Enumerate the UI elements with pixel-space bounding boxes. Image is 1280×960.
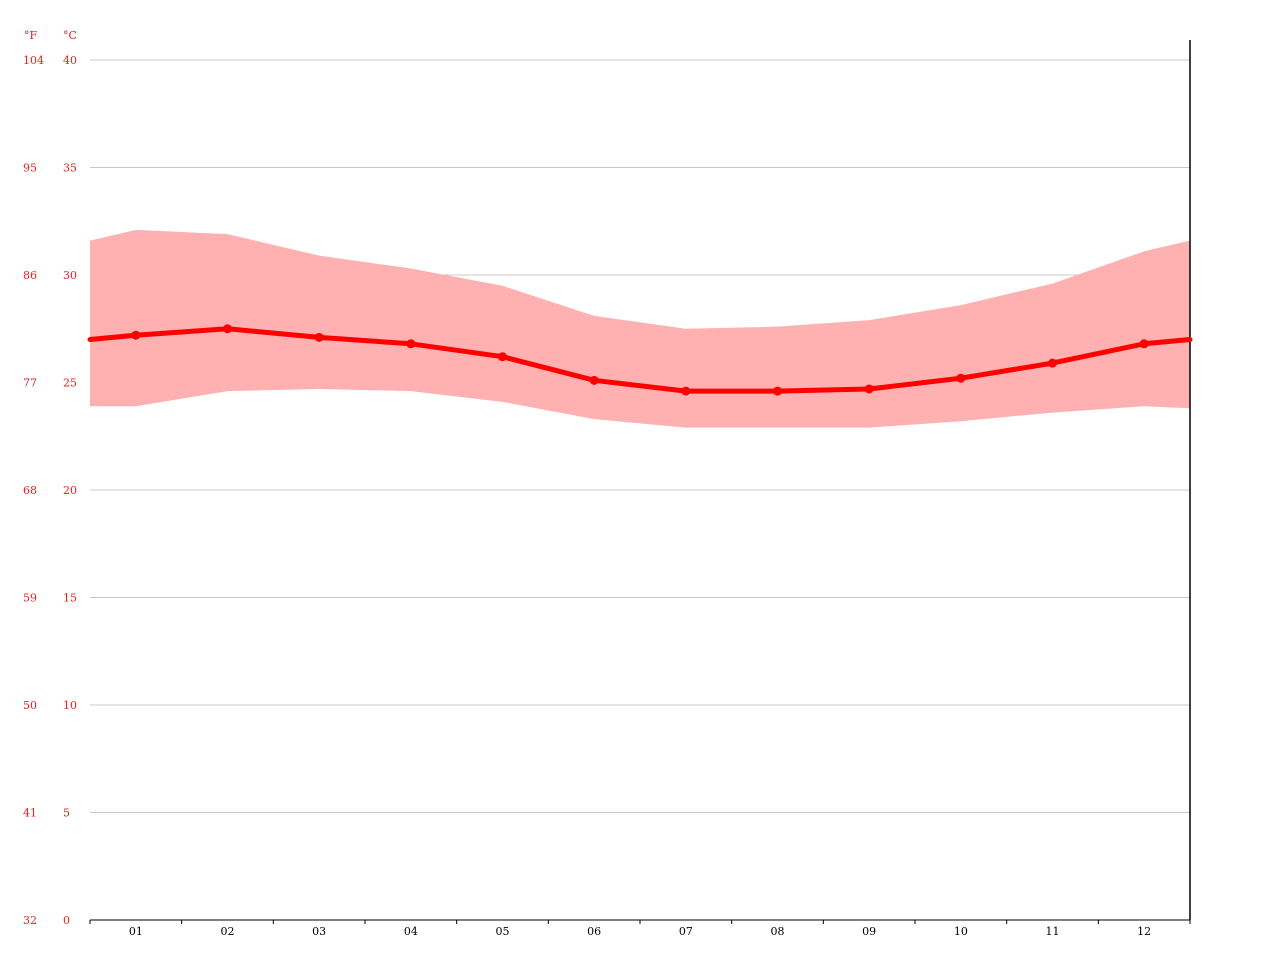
- data-point: [131, 330, 141, 340]
- x-tick-label: 04: [404, 925, 418, 938]
- data-point: [956, 373, 966, 383]
- data-point: [406, 339, 416, 349]
- x-tick-label: 02: [221, 925, 235, 938]
- x-tick-label: 10: [954, 925, 968, 938]
- x-tick-label: 05: [496, 925, 510, 938]
- data-point: [589, 375, 599, 385]
- grid-lines: [90, 59, 1190, 813]
- y-tick-label-celsius: 40: [63, 54, 77, 67]
- data-point: [773, 386, 782, 396]
- data-point: [314, 332, 324, 342]
- y-tick-label-fahrenheit: 59: [23, 592, 37, 605]
- y-tick-label-fahrenheit: 95: [23, 162, 37, 175]
- y-tick-label-fahrenheit: 68: [23, 484, 37, 497]
- y-tick-label-celsius: 5: [63, 807, 70, 820]
- y-tick-label-fahrenheit: 86: [23, 269, 37, 282]
- axes: [89, 40, 1191, 924]
- y-tick-label-fahrenheit: 77: [23, 377, 37, 390]
- x-tick-label: 11: [1046, 925, 1060, 938]
- x-tick-label: 06: [587, 925, 601, 938]
- x-tick-label: 08: [771, 925, 785, 938]
- y-tick-label-fahrenheit: 32: [23, 914, 37, 927]
- average-temperature-line: [87, 324, 1193, 396]
- temperature-range-area: [90, 229, 1190, 428]
- y-tick-label-celsius: 25: [63, 377, 77, 390]
- fahrenheit-unit-label: °F: [24, 29, 38, 42]
- data-point: [1139, 339, 1149, 349]
- average-temperature-polyline: [87, 326, 1193, 394]
- x-tick-label: 01: [129, 925, 143, 938]
- y-tick-label-celsius: 0: [63, 914, 70, 927]
- x-tick-label: 07: [679, 925, 693, 938]
- y-tick-label-celsius: 15: [63, 592, 77, 605]
- x-tick-label: 12: [1137, 925, 1151, 938]
- y-tick-label-celsius: 30: [63, 269, 77, 282]
- y-tick-label-celsius: 20: [63, 484, 77, 497]
- data-point: [223, 324, 232, 334]
- data-point: [1048, 358, 1057, 368]
- temperature-range-band: [90, 229, 1190, 428]
- x-tick-label: 09: [862, 925, 876, 938]
- y-axis-labels: 104 40 95 35 86 30 77 25 68 20 59 15 50 10 41 5 32 0: [23, 54, 77, 927]
- data-point: [681, 386, 691, 396]
- data-point: [864, 384, 874, 394]
- x-axis-labels: 01 02 03 04 05 06 07 08 09 10 11 12: [129, 925, 1151, 938]
- y-tick-label-celsius: 10: [63, 699, 77, 712]
- y-tick-label-fahrenheit: 41: [23, 807, 37, 820]
- y-tick-label-fahrenheit: 104: [23, 54, 44, 67]
- data-point: [498, 352, 507, 362]
- y-tick-label-celsius: 35: [63, 162, 77, 175]
- x-tick-label: 03: [312, 925, 326, 938]
- celsius-unit-label: °C: [63, 29, 77, 42]
- y-tick-label-fahrenheit: 50: [23, 699, 37, 712]
